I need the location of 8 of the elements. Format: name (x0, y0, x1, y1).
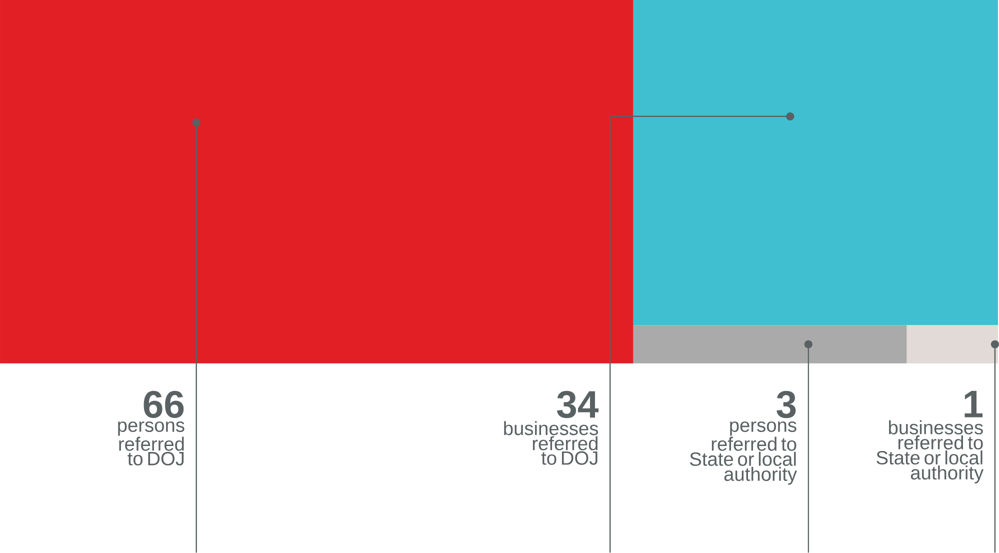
data-label: 1 (964, 390, 983, 418)
category-label: businesses referred to DOJ (504, 420, 598, 465)
category-label: persons referred to State or local authority (690, 421, 797, 485)
data-label: 66 (144, 390, 184, 418)
category-label: businesses referred to State or local authority (876, 420, 984, 484)
category-label: persons referred to DOJ (118, 421, 184, 466)
data-label: 3 (776, 390, 796, 418)
data-label: 34 (556, 390, 599, 418)
